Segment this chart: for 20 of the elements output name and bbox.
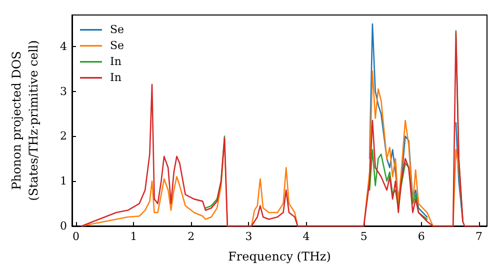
legend-label: In <box>110 55 122 68</box>
x-axis-title: Frequency (THz) <box>228 250 331 264</box>
legend-label: Se <box>110 23 124 36</box>
y-tick-label: 1 <box>60 174 67 188</box>
line-series <box>81 32 480 227</box>
legend-label: In <box>110 71 122 84</box>
x-tick-label: 2 <box>188 230 195 243</box>
y-tick-label: 0 <box>60 220 67 232</box>
x-tick-label: 7 <box>475 230 482 243</box>
y-tick-label: 3 <box>60 84 67 98</box>
legend-label: Se <box>110 39 124 52</box>
x-tick-label: 1 <box>130 230 138 243</box>
x-tick-label: 5 <box>360 230 368 243</box>
y-axis-title: Phonon projected DOS (States/THz·primitive cell) <box>10 40 40 201</box>
x-tick-label: 3 <box>245 230 252 243</box>
y-tick-label: 4 <box>60 40 67 53</box>
y-tick-label: 2 <box>60 130 67 143</box>
x-tick-label: 4 <box>302 230 310 243</box>
x-tick-label: 0 <box>72 230 80 243</box>
x-tick-label: 6 <box>418 230 425 243</box>
